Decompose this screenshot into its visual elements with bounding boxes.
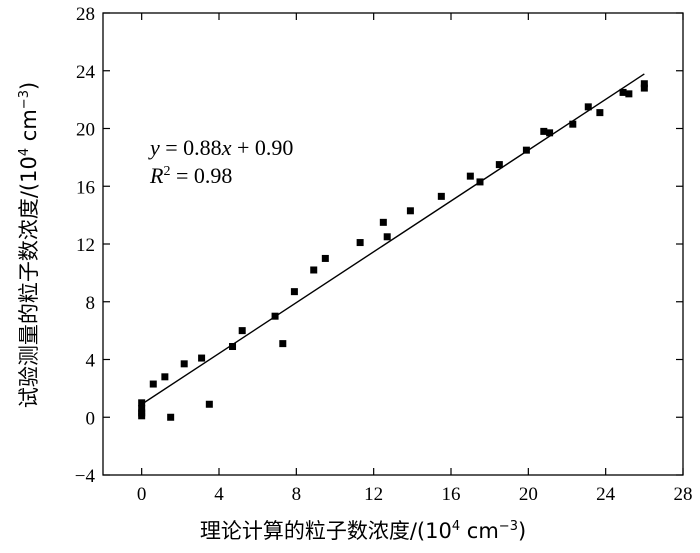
data-point xyxy=(149,380,157,388)
data-point xyxy=(495,161,503,169)
data-point xyxy=(437,192,445,200)
y-tick-label: −4 xyxy=(75,466,96,487)
x-tick-label: 4 xyxy=(214,484,224,505)
y-tick-label: 8 xyxy=(86,293,96,314)
data-point xyxy=(321,254,329,262)
data-point xyxy=(271,312,279,320)
data-point xyxy=(180,360,188,368)
data-points xyxy=(138,80,648,421)
data-point xyxy=(619,88,627,96)
regression-equation: y = 0.88x + 0.90 xyxy=(148,135,293,160)
regression-fit-line xyxy=(141,73,645,405)
data-point xyxy=(596,109,604,117)
data-point xyxy=(625,90,633,98)
data-point xyxy=(640,80,648,88)
data-point xyxy=(229,343,237,351)
y-tick-label: 12 xyxy=(76,235,95,256)
fit-line-group xyxy=(141,73,645,405)
data-point xyxy=(138,412,146,420)
x-tick-label: 28 xyxy=(674,484,693,505)
x-tick-label: 20 xyxy=(519,484,538,505)
plot-frame xyxy=(102,12,684,476)
data-point xyxy=(546,129,554,137)
data-point xyxy=(138,399,146,407)
data-point xyxy=(290,288,298,296)
data-point xyxy=(161,373,169,381)
plot-border xyxy=(102,12,684,476)
data-point xyxy=(476,178,484,186)
data-point xyxy=(383,233,391,241)
data-point xyxy=(356,239,364,247)
data-point xyxy=(379,218,387,226)
data-point xyxy=(279,340,287,348)
y-tick-label: 24 xyxy=(76,62,96,83)
y-tick-label: 28 xyxy=(76,4,95,25)
data-point xyxy=(198,354,206,362)
r-squared-label: R2 = 0.98 xyxy=(149,163,232,188)
y-tick-label: 0 xyxy=(86,408,96,429)
y-tick-label: 16 xyxy=(76,177,95,198)
data-point xyxy=(238,327,246,335)
data-point xyxy=(569,120,577,128)
data-point xyxy=(466,172,474,180)
data-point xyxy=(406,207,414,215)
y-axis-ticks: −4 0 4 8 12 16 20 24 28 xyxy=(75,4,683,487)
y-tick-label: 20 xyxy=(76,120,95,141)
data-point xyxy=(138,405,146,413)
data-point xyxy=(205,400,213,408)
data-point xyxy=(640,84,648,92)
x-tick-label: 8 xyxy=(292,484,302,505)
y-axis-title: 试验测量的粒子数浓度/(104 cm−3) xyxy=(17,82,41,408)
x-tick-label: 24 xyxy=(596,484,616,505)
data-point xyxy=(167,413,175,421)
data-point xyxy=(540,127,548,135)
y-tick-label: 4 xyxy=(86,351,96,372)
data-point xyxy=(584,103,592,111)
x-axis-title: 理论计算的粒子数浓度/(104 cm−3) xyxy=(200,519,526,543)
x-tick-label: 12 xyxy=(364,484,383,505)
x-tick-label: 16 xyxy=(442,484,461,505)
data-point xyxy=(522,146,530,154)
x-axis-ticks: 0 4 8 12 16 20 24 28 xyxy=(137,13,693,505)
data-point xyxy=(310,266,318,274)
x-tick-label: 0 xyxy=(137,484,147,505)
